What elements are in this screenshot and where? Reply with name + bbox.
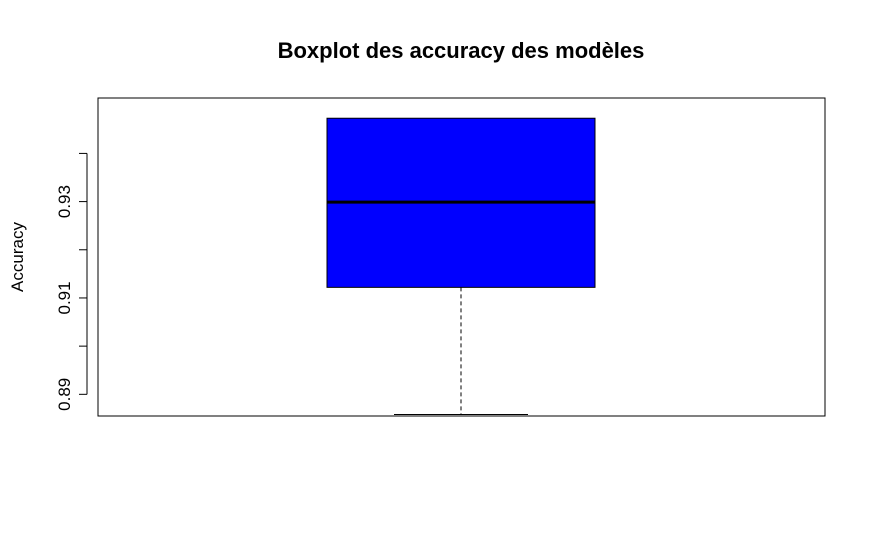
boxplot	[326, 117, 596, 416]
y-tick-label: 0.91	[55, 281, 74, 314]
plot-frame	[97, 97, 826, 417]
y-axis-label: Accuracy	[8, 222, 27, 292]
y-axis: 0.89 0.91 0.93	[55, 152, 88, 411]
y-tick-label: 0.93	[55, 185, 74, 218]
y-tick-label: 0.89	[55, 378, 74, 411]
chart-title: Boxplot des accuracy des modèles	[278, 38, 645, 63]
